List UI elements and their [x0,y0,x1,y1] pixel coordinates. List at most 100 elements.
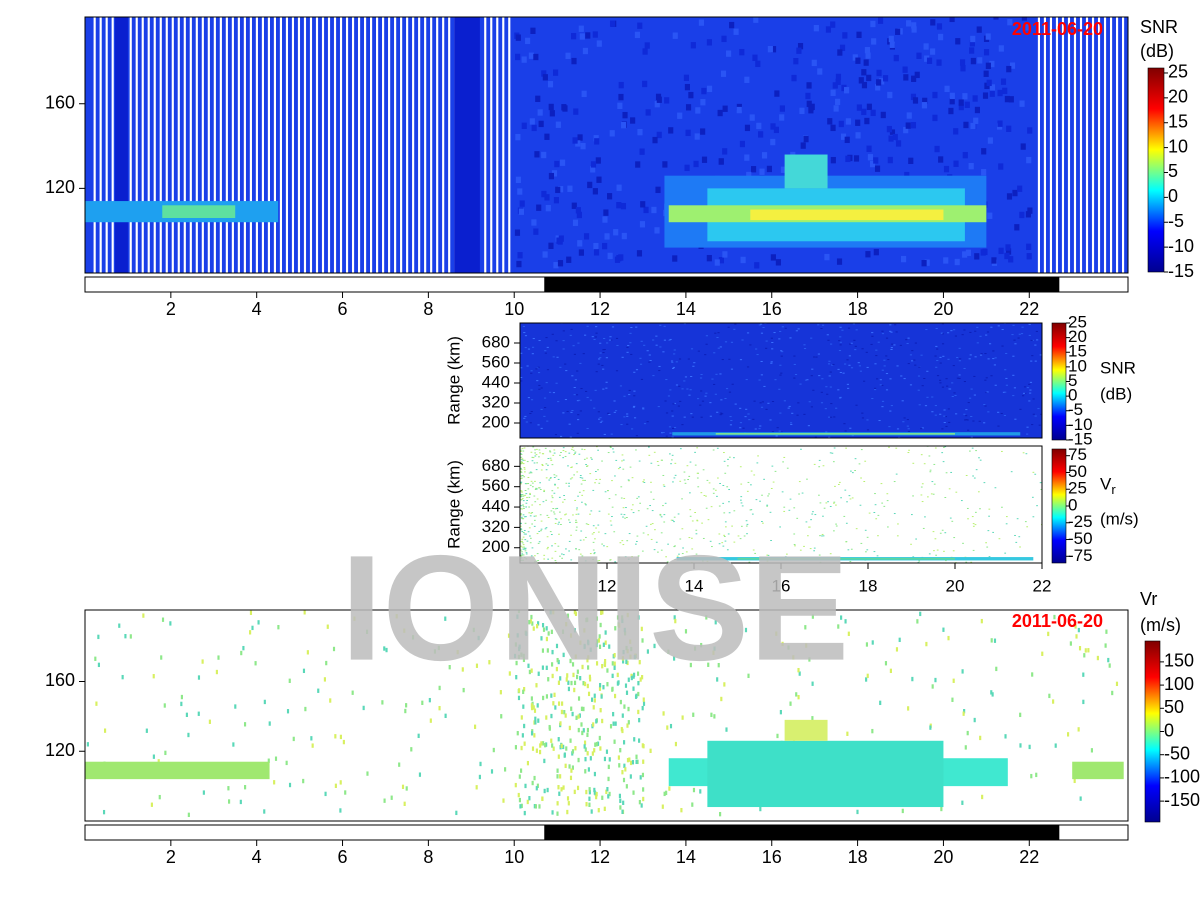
echo [608,498,611,500]
echo [994,357,997,359]
echo [201,659,204,664]
echo [830,416,833,418]
echo [663,325,666,327]
echo [604,491,607,493]
echo [520,461,523,463]
echo [1001,506,1003,508]
echo [545,499,548,501]
echo [847,549,850,551]
echo [839,341,842,343]
echo [583,233,590,240]
echo [991,257,997,264]
echo [574,499,577,501]
echo [798,493,800,495]
echo [861,348,864,350]
echo [934,355,937,357]
echo [628,394,631,396]
echo [871,640,874,645]
echo [663,791,666,797]
echo [263,809,266,814]
echo [972,549,975,551]
echo [875,84,881,91]
echo [553,449,556,451]
echo [1008,96,1014,103]
echo [666,725,669,730]
colorbar-tick-label: 100 [1164,674,1194,694]
echo [720,70,727,77]
echo [979,735,982,741]
echo [612,448,614,450]
data-gap [309,17,313,273]
echo [820,328,823,330]
echo [803,413,806,415]
data-gap [496,17,499,273]
echo [95,701,98,706]
echo [943,165,950,173]
echo [421,700,424,705]
echo [614,561,617,563]
echo [848,355,851,357]
echo [518,797,521,803]
echo [721,359,724,361]
echo [770,539,772,541]
echo [724,521,727,523]
echo [657,551,659,553]
echo [597,449,599,451]
echo [623,627,626,633]
echo [789,422,793,424]
echo [673,516,676,518]
echo [533,775,536,781]
echo [622,507,625,509]
echo [1020,143,1026,150]
echo [779,114,785,121]
echo [828,360,831,362]
echo [562,330,565,332]
echo [580,142,586,150]
echo [1005,352,1008,354]
echo [849,427,852,429]
echo [895,647,899,652]
echo [881,330,884,332]
echo [696,447,699,449]
echo [520,459,523,461]
echo [596,446,598,448]
echo [620,486,623,488]
echo [987,358,990,360]
echo [530,480,533,482]
echo [829,452,832,454]
echo [526,461,529,463]
echo [637,691,640,697]
echo [550,501,553,503]
echo [973,717,976,723]
echo [546,536,549,538]
echo [599,478,601,480]
echo [585,617,588,623]
echo [577,240,583,247]
colorbar-tick-label: 15 [1068,342,1087,361]
echo [639,502,642,504]
echo [1031,496,1034,498]
echo [533,804,536,809]
echo [587,691,591,697]
echo [569,775,573,781]
echo [976,342,979,344]
echo [559,744,562,750]
echo [1004,734,1007,739]
echo [521,494,524,496]
echo [523,447,526,449]
echo [508,671,511,676]
echo [538,120,544,128]
echo [1013,387,1017,389]
echo [536,448,538,450]
echo [515,133,521,141]
echo [515,34,521,41]
echo [641,675,644,680]
echo [118,623,121,628]
colorbar-tick-label: -50 [1068,529,1093,548]
echo [528,52,534,59]
echo [618,81,624,89]
echo [846,383,849,385]
echo [631,428,634,430]
echo [573,108,579,115]
echo [722,502,725,504]
